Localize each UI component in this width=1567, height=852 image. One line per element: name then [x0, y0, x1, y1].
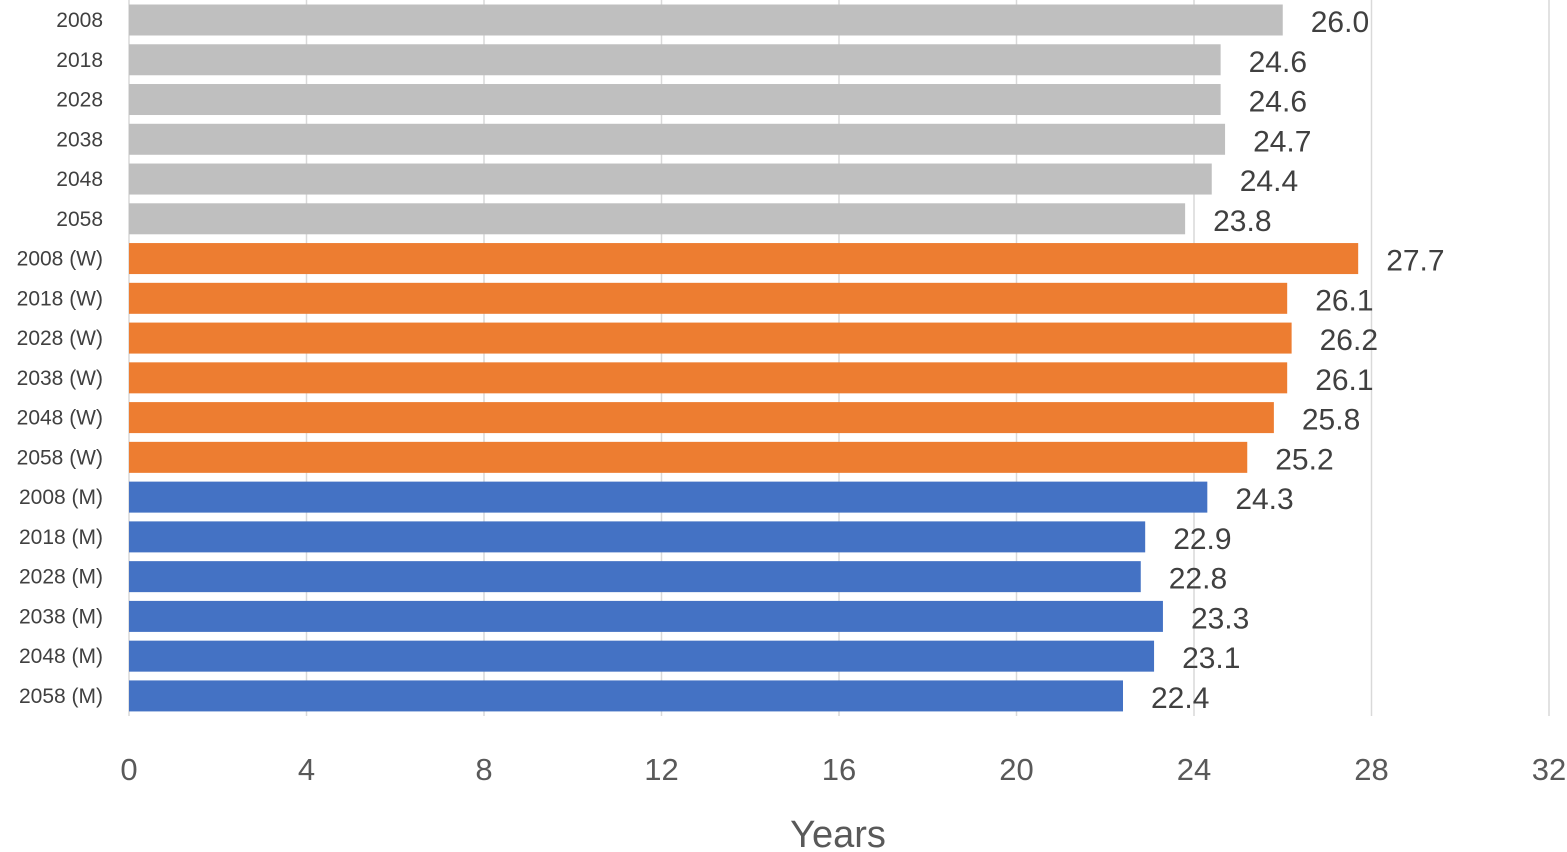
x-axis-title: Years [790, 814, 886, 852]
category-label: 2038 (M) [19, 605, 103, 628]
category-label: 2038 (W) [17, 367, 103, 390]
data-label: 24.4 [1240, 165, 1298, 198]
category-label: 2028 [56, 89, 103, 112]
data-label: 27.7 [1386, 245, 1444, 278]
bar [129, 84, 1221, 116]
x-tick-label: 4 [298, 752, 315, 787]
data-label: 24.6 [1249, 46, 1307, 79]
data-label: 26.0 [1311, 6, 1369, 39]
bar [129, 322, 1292, 354]
bar [129, 521, 1146, 553]
category-label: 2018 (M) [19, 526, 103, 549]
data-label: 24.7 [1253, 125, 1311, 158]
data-label: 25.8 [1302, 404, 1360, 437]
data-label: 24.6 [1249, 86, 1307, 119]
category-label: 2048 (M) [19, 645, 103, 668]
category-label: 2028 (W) [17, 327, 103, 350]
data-label: 23.1 [1182, 642, 1240, 675]
bar [129, 402, 1274, 434]
data-labels: 26.024.624.624.724.423.827.726.126.226.1… [1151, 6, 1445, 715]
category-label: 2018 (W) [17, 287, 103, 310]
category-label: 2038 [56, 128, 103, 151]
x-tick-label: 32 [1532, 752, 1566, 787]
category-label: 2058 (M) [19, 685, 103, 708]
category-labels: 2008 2018 2028 2038 2048 2058 2008 (W) 2018 (W)… [17, 9, 103, 708]
bar [129, 600, 1163, 632]
data-label: 23.8 [1213, 205, 1271, 238]
category-label: 2018 [56, 49, 103, 72]
bar [129, 203, 1186, 235]
x-tick-labels: 0 4 8 12 16 20 24 28 32 [120, 752, 1566, 787]
bar [129, 163, 1212, 195]
bar [129, 481, 1208, 513]
category-label: 2028 (M) [19, 566, 103, 589]
x-tick-label: 12 [644, 752, 678, 787]
data-label: 26.2 [1320, 324, 1378, 357]
bar [129, 362, 1288, 394]
bar [129, 4, 1283, 36]
category-label: 2058 [56, 208, 103, 231]
bar [129, 282, 1288, 314]
x-tick-label: 24 [1177, 752, 1211, 787]
bar [129, 123, 1226, 155]
data-label: 22.8 [1169, 563, 1227, 596]
category-label: 2048 [56, 168, 103, 191]
category-label: 2008 (W) [17, 248, 103, 271]
x-tick-label: 0 [120, 752, 137, 787]
bar [129, 680, 1123, 712]
data-label: 22.4 [1151, 682, 1209, 715]
data-label: 26.1 [1315, 284, 1373, 317]
category-label: 2058 (W) [17, 446, 103, 469]
bar [129, 561, 1141, 593]
x-tick-label: 16 [822, 752, 856, 787]
gridlines [128, 0, 1550, 716]
data-label: 22.9 [1173, 523, 1231, 556]
bar [129, 441, 1248, 473]
bar [129, 640, 1155, 672]
x-tick-label: 8 [475, 752, 492, 787]
bar [129, 44, 1221, 76]
bars [129, 4, 1359, 712]
category-label: 2008 (M) [19, 486, 103, 509]
x-tick-label: 20 [999, 752, 1033, 787]
data-label: 23.3 [1191, 602, 1249, 635]
bar [129, 243, 1359, 275]
category-label: 2008 [56, 9, 103, 32]
data-label: 26.1 [1315, 364, 1373, 397]
x-tick-label: 28 [1354, 752, 1388, 787]
data-label: 24.3 [1235, 483, 1293, 516]
category-label: 2048 (W) [17, 407, 103, 430]
data-label: 25.2 [1275, 443, 1333, 476]
